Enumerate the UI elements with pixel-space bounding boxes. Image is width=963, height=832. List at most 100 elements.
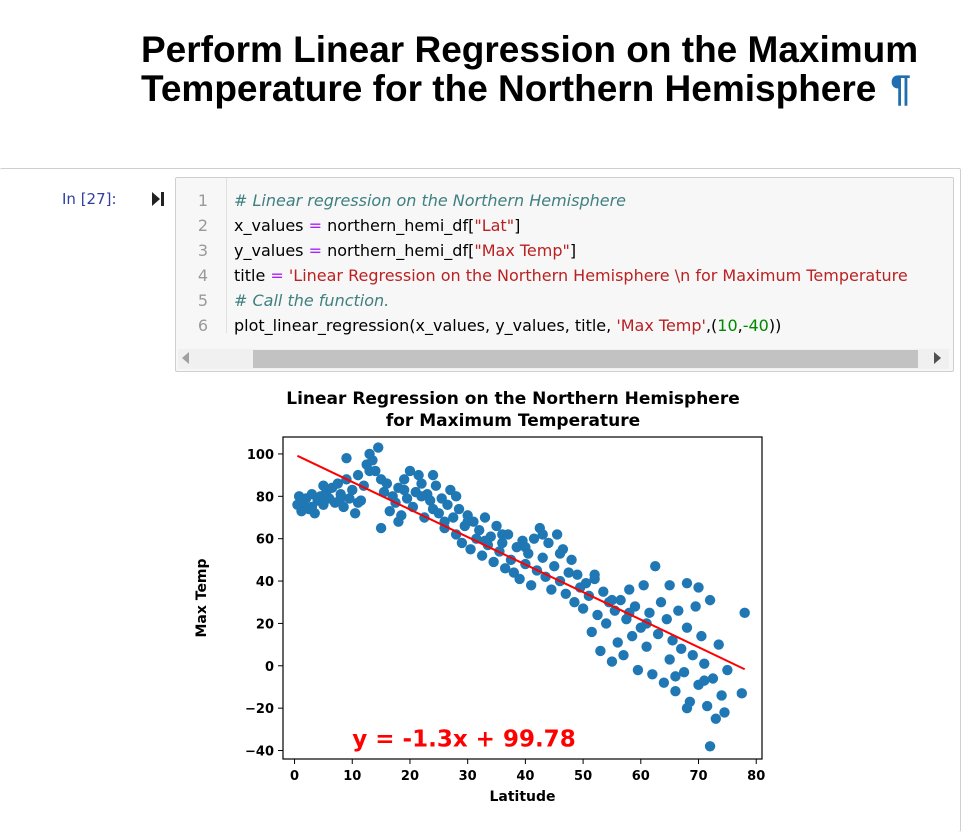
code-token: =	[308, 216, 322, 235]
data-point	[543, 537, 554, 549]
code-text: title = 'Linear Regression on the Northe…	[234, 263, 908, 288]
code-token: =	[270, 266, 284, 285]
data-point	[589, 569, 600, 580]
data-point	[352, 469, 364, 481]
data-point	[598, 586, 609, 597]
data-point	[442, 499, 453, 510]
chart-title: Linear Regression on the Northern Hemisp…	[286, 389, 740, 409]
code-cell[interactable]	[0, 168, 961, 832]
data-point	[676, 643, 687, 655]
data-point	[375, 522, 387, 534]
data-point	[471, 533, 482, 544]
data-point	[476, 550, 488, 561]
scatter-chart: Linear Regression on the Northern Hemisp…	[194, 389, 765, 805]
data-point	[739, 607, 750, 619]
data-point	[667, 635, 678, 646]
code-line[interactable]: 5 # Call the function.	[176, 288, 953, 313]
data-point	[344, 493, 355, 504]
data-point	[525, 580, 537, 591]
data-point	[404, 465, 416, 477]
regression-line	[296, 454, 746, 671]
line-number: 3	[197, 241, 208, 260]
x-tick-label: 70	[689, 769, 707, 784]
data-point	[474, 525, 485, 536]
data-point	[681, 577, 693, 589]
data-point	[335, 493, 346, 504]
data-point	[606, 656, 618, 667]
code-line[interactable]: 6 plot_linear_regression(x_values, y_valu…	[176, 313, 953, 338]
data-point	[349, 508, 361, 519]
data-point	[719, 707, 730, 718]
code-line[interactable]: 1 # Linear regression on the Northern Hem…	[176, 188, 953, 213]
chart-title: for Maximum Temperature	[386, 411, 640, 431]
data-point	[618, 649, 629, 661]
code-line[interactable]: 4 title = 'Linear Regression on the North…	[176, 263, 953, 288]
line-number: 6	[197, 316, 208, 335]
code-text: plot_linear_regression(x_values, y_value…	[234, 313, 781, 338]
code-text: x_values = northern_hemi_df["Lat"]	[234, 213, 520, 238]
data-point	[670, 671, 681, 682]
data-point	[687, 649, 698, 661]
data-point	[716, 690, 727, 701]
data-point	[658, 677, 670, 688]
data-point	[401, 493, 413, 504]
data-point	[699, 675, 710, 686]
code-token: northern_hemi_df[	[322, 216, 475, 235]
anchor-link-icon[interactable]: ¶	[890, 68, 911, 109]
scroll-right-icon[interactable]	[934, 352, 941, 364]
data-point	[528, 533, 540, 544]
y-tick-label: 60	[256, 533, 274, 548]
data-point	[465, 544, 476, 555]
data-point	[427, 469, 439, 481]
code-token: # Linear regression on the Northern Hemi…	[234, 191, 626, 210]
data-point	[450, 491, 462, 502]
data-point	[690, 601, 701, 612]
y-tick-label: 100	[247, 448, 274, 463]
data-point	[416, 491, 427, 502]
page-title: Perform Linear Regression on the Maximum…	[141, 30, 921, 108]
code-token: -40	[742, 316, 769, 335]
data-point	[664, 580, 675, 591]
data-point	[644, 607, 655, 619]
data-point	[710, 713, 722, 724]
code-token: y_values	[234, 241, 309, 260]
data-point	[655, 597, 667, 608]
data-point	[479, 512, 491, 523]
code-editor[interactable]: 1 # Linear regression on the Northern Hem…	[175, 177, 954, 372]
code-text: # Call the function.	[234, 288, 389, 313]
code-line[interactable]: 2 x_values = northern_hemi_df["Lat"]	[176, 213, 953, 238]
data-point	[433, 508, 445, 519]
line-number: 2	[197, 216, 208, 235]
data-point	[398, 484, 410, 496]
code-line[interactable]: 3 y_values = northern_hemi_df["Max Temp"]	[176, 238, 953, 263]
scrollbar-thumb[interactable]	[253, 350, 918, 368]
data-point	[670, 686, 681, 697]
data-point	[488, 556, 499, 568]
data-point	[632, 664, 644, 676]
code-token: northern_hemi_df[	[322, 241, 475, 260]
data-point	[641, 641, 652, 652]
code-token: 'Max Temp'	[616, 316, 706, 335]
data-point	[699, 658, 710, 669]
scroll-left-icon[interactable]	[182, 352, 189, 364]
horizontal-scrollbar[interactable]	[178, 349, 949, 369]
cell-prompt: In [27]:	[62, 190, 117, 208]
code-text: # Linear regression on the Northern Hemi…	[234, 188, 626, 213]
y-tick-label: 80	[256, 490, 274, 505]
code-token: ))	[768, 316, 782, 335]
data-point	[430, 480, 442, 491]
regression-equation: y = -1.3x + 99.78	[352, 727, 575, 753]
run-cell-icon[interactable]	[150, 190, 166, 208]
code-token: "Lat"	[474, 216, 515, 235]
data-point	[499, 563, 511, 574]
code-token: "Max Temp"	[474, 241, 570, 260]
x-tick-label: 40	[516, 769, 534, 784]
y-tick-label: 40	[256, 575, 274, 590]
data-point	[537, 529, 548, 540]
x-tick-label: 20	[401, 769, 419, 784]
data-point	[318, 480, 329, 491]
data-point	[398, 474, 410, 485]
data-point	[393, 516, 404, 527]
data-point	[673, 605, 684, 616]
data-point	[364, 465, 375, 477]
